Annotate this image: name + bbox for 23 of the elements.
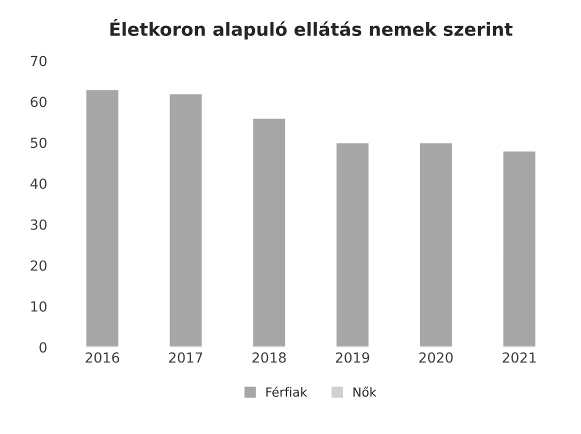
y-tick-label: 0 bbox=[40, 342, 47, 353]
y-tick-label: 50 bbox=[30, 138, 47, 148]
x-tick-label: 2016 bbox=[86, 352, 120, 363]
y-tick-label: 30 bbox=[30, 219, 47, 230]
y-tick-label: 60 bbox=[30, 96, 47, 108]
bar bbox=[252, 117, 287, 348]
x-tick-label: 2021 bbox=[502, 352, 536, 363]
bar bbox=[502, 150, 537, 348]
bar bbox=[418, 142, 454, 348]
bar bbox=[335, 142, 370, 348]
x-tick-label: 2017 bbox=[169, 352, 202, 363]
y-tick-label: 40 bbox=[30, 178, 47, 189]
y-tick-label: 10 bbox=[31, 301, 47, 312]
x-tick-label: 2020 bbox=[419, 352, 453, 363]
x-tick-label: 2018 bbox=[252, 352, 286, 363]
legend-label: Férfiak bbox=[266, 386, 308, 397]
bar bbox=[84, 88, 120, 348]
y-tick-label: 70 bbox=[30, 56, 47, 66]
x-tick-label: 2019 bbox=[336, 352, 370, 363]
bar bbox=[168, 92, 204, 348]
y-tick-label: 20 bbox=[30, 260, 47, 271]
legend-label: Nők bbox=[353, 386, 376, 397]
chart-title: Életkoron alapuló ellátás nemek szerint bbox=[110, 19, 513, 40]
